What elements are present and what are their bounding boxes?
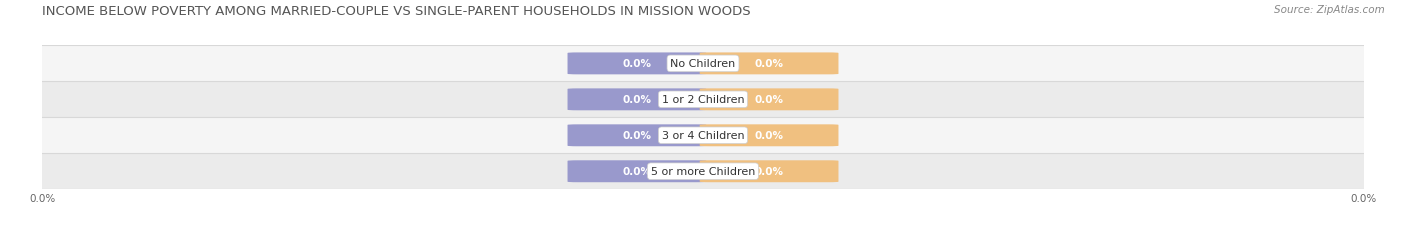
FancyBboxPatch shape — [568, 125, 706, 147]
Bar — [42, 82, 1364, 118]
Bar — [42, 118, 1364, 154]
Text: 0.0%: 0.0% — [755, 131, 783, 141]
Text: 0.0%: 0.0% — [755, 59, 783, 69]
FancyBboxPatch shape — [568, 89, 706, 111]
Text: 3 or 4 Children: 3 or 4 Children — [662, 131, 744, 141]
Text: 0.0%: 0.0% — [623, 167, 651, 176]
Text: 0.0%: 0.0% — [623, 59, 651, 69]
Text: Source: ZipAtlas.com: Source: ZipAtlas.com — [1274, 5, 1385, 15]
Text: 0.0%: 0.0% — [755, 95, 783, 105]
FancyBboxPatch shape — [700, 53, 838, 75]
Bar — [42, 46, 1364, 82]
Text: INCOME BELOW POVERTY AMONG MARRIED-COUPLE VS SINGLE-PARENT HOUSEHOLDS IN MISSION: INCOME BELOW POVERTY AMONG MARRIED-COUPL… — [42, 5, 751, 18]
Text: 0.0%: 0.0% — [755, 167, 783, 176]
Text: 5 or more Children: 5 or more Children — [651, 167, 755, 176]
FancyBboxPatch shape — [700, 161, 838, 182]
FancyBboxPatch shape — [568, 161, 706, 182]
Text: 0.0%: 0.0% — [623, 95, 651, 105]
FancyBboxPatch shape — [568, 53, 706, 75]
Bar — [42, 154, 1364, 189]
Text: No Children: No Children — [671, 59, 735, 69]
FancyBboxPatch shape — [700, 89, 838, 111]
FancyBboxPatch shape — [700, 125, 838, 147]
Text: 1 or 2 Children: 1 or 2 Children — [662, 95, 744, 105]
Text: 0.0%: 0.0% — [623, 131, 651, 141]
